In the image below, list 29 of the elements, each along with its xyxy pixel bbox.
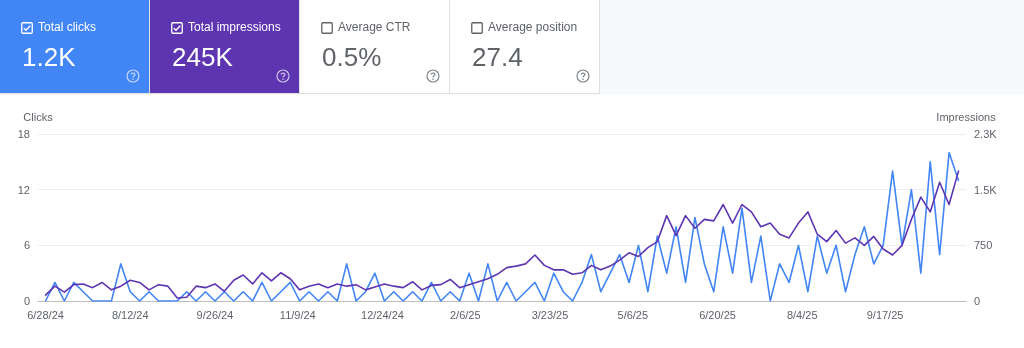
y-axis-title: Clicks bbox=[23, 110, 54, 123]
y2-tick-label: 1.5K bbox=[974, 183, 998, 196]
y2-tick-label: 2.3K bbox=[974, 128, 998, 140]
x-tick-label: 12/24/24 bbox=[361, 308, 404, 321]
text: 1.2K bbox=[22, 42, 76, 73]
x-tick-label: 8/12/24 bbox=[111, 308, 149, 321]
x-tick-label: 11/9/24 bbox=[279, 308, 316, 321]
y-tick-label: 0 bbox=[23, 295, 30, 307]
x-tick-label: 3/23/25 bbox=[531, 308, 569, 321]
x-tick-label: 5/6/25 bbox=[617, 308, 649, 321]
y2-axis-title: Impressions bbox=[936, 110, 997, 123]
text: 27.4 bbox=[472, 42, 523, 73]
y-tick-label: 18 bbox=[17, 128, 30, 140]
y-tick-label: 12 bbox=[17, 183, 30, 196]
y2-tick-label: 750 bbox=[974, 239, 993, 252]
text: Average CTR bbox=[338, 20, 411, 34]
x-tick-label: 6/20/25 bbox=[699, 308, 736, 321]
text: Total clicks bbox=[38, 20, 97, 34]
x-tick-label: 2/6/25 bbox=[450, 308, 481, 321]
text: 245K bbox=[172, 42, 233, 73]
x-tick-label: 9/26/24 bbox=[196, 308, 234, 321]
x-tick-label: 8/4/25 bbox=[786, 308, 818, 321]
y-tick-label: 6 bbox=[23, 239, 30, 252]
text: Average position bbox=[488, 20, 578, 34]
x-tick-label: 6/28/24 bbox=[27, 308, 64, 321]
text: Total impressions bbox=[188, 20, 281, 34]
text: 0.5% bbox=[322, 42, 382, 73]
x-tick-label: 9/17/25 bbox=[866, 308, 904, 321]
y2-tick-label: 0 bbox=[974, 295, 981, 307]
